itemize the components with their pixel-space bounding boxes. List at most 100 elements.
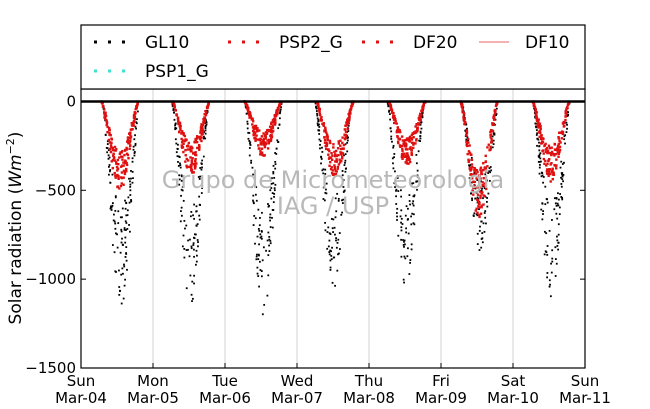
gl10-point — [328, 239, 331, 242]
df20-point — [328, 149, 331, 153]
gl10-point — [191, 280, 194, 283]
gl10-point — [491, 146, 494, 149]
df20-point — [189, 163, 193, 167]
gl10-point — [197, 241, 199, 243]
gl10-point — [261, 259, 264, 262]
df20-point — [406, 137, 410, 141]
psp2-g-point — [340, 153, 343, 156]
df20-point — [398, 129, 402, 132]
df20-point — [273, 115, 277, 118]
psp2-g-point — [107, 138, 111, 142]
psp2-g-point — [113, 145, 117, 149]
gl10-point — [545, 232, 548, 235]
gl10-point — [199, 204, 202, 206]
gl10-point — [490, 169, 493, 172]
gl10-point — [109, 169, 112, 171]
df20-point — [120, 182, 123, 185]
df20-point — [555, 167, 558, 170]
df20-point — [347, 119, 351, 122]
df20-point — [259, 149, 262, 153]
gl10-point — [393, 182, 396, 185]
df20-point — [132, 119, 136, 123]
x-tick-label-date: Mar-07 — [271, 389, 323, 407]
df20-point — [322, 124, 325, 128]
df20-point — [547, 159, 550, 162]
gl10-point — [180, 174, 183, 177]
df20-point — [405, 159, 408, 162]
df20-point — [264, 135, 268, 138]
df20-point — [108, 132, 111, 135]
x-tick-label-date: Mar-09 — [415, 389, 467, 407]
gl10-point — [338, 232, 341, 234]
gl10-point — [328, 251, 331, 254]
df20-point — [550, 150, 554, 154]
psp2-g-point — [339, 147, 343, 151]
gl10-point — [400, 255, 403, 258]
df20-point — [327, 153, 330, 156]
psp2-g-point — [548, 170, 551, 173]
gl10-point — [492, 143, 495, 145]
df20-point — [537, 126, 540, 129]
df20-point — [115, 174, 119, 177]
df20-point — [132, 116, 136, 120]
gl10-point — [399, 215, 402, 218]
gl10-point — [201, 166, 203, 169]
gl10-point — [204, 118, 207, 121]
gl10-point — [407, 247, 409, 250]
df20-point — [197, 143, 201, 147]
df20-point — [186, 148, 190, 151]
df20-point — [111, 146, 115, 150]
gl10-point — [546, 253, 549, 256]
gl10-point — [565, 131, 568, 134]
df20-point — [477, 205, 480, 208]
psp2-g-point — [414, 125, 417, 128]
gl10-point — [195, 249, 198, 252]
df20-point — [546, 169, 550, 172]
gl10-point — [327, 226, 330, 229]
gl10-point — [125, 252, 128, 254]
gl10-point — [329, 259, 332, 262]
gl10-point — [124, 207, 127, 210]
gl10-point — [557, 233, 560, 236]
gl10-point — [175, 151, 178, 154]
gl10-point — [116, 246, 119, 249]
df20-point — [390, 111, 394, 114]
gl10-point — [409, 261, 411, 264]
psp2-g-point — [490, 133, 493, 136]
gl10-point — [395, 189, 397, 192]
gl10-point — [341, 174, 344, 177]
gl10-point — [131, 157, 134, 160]
gl10-point — [491, 135, 494, 138]
psp2-g-point — [556, 151, 560, 154]
df20-point — [178, 121, 182, 124]
gl10-point — [341, 199, 343, 202]
vertical-gridlines — [152, 89, 514, 368]
gl10-point — [185, 287, 188, 290]
gl10-point — [261, 211, 263, 214]
df20-point — [557, 142, 561, 146]
gl10-point — [563, 135, 566, 138]
psp2-g-point — [473, 184, 476, 187]
df20-point — [535, 115, 538, 118]
psp2-g-point — [466, 137, 470, 141]
gl10-point — [400, 226, 403, 229]
df20-point — [272, 121, 275, 124]
df20-point — [460, 102, 463, 106]
gl10-point — [566, 127, 568, 130]
gl10-point — [104, 133, 107, 136]
df20-point — [338, 158, 341, 161]
gl10-point — [392, 144, 395, 147]
gl10-point — [316, 114, 319, 117]
df20-point — [469, 168, 473, 172]
df20-point — [539, 127, 542, 131]
gl10-point — [114, 195, 117, 198]
gl10-point — [416, 176, 419, 179]
psp2-g-point — [263, 141, 266, 144]
gl10-point — [540, 160, 542, 163]
df20-point — [136, 103, 139, 107]
df20-point — [194, 165, 197, 168]
df20-point — [198, 137, 202, 140]
psp2-g-point — [406, 156, 409, 160]
gl10-point — [336, 192, 339, 195]
df20-point — [472, 180, 475, 183]
